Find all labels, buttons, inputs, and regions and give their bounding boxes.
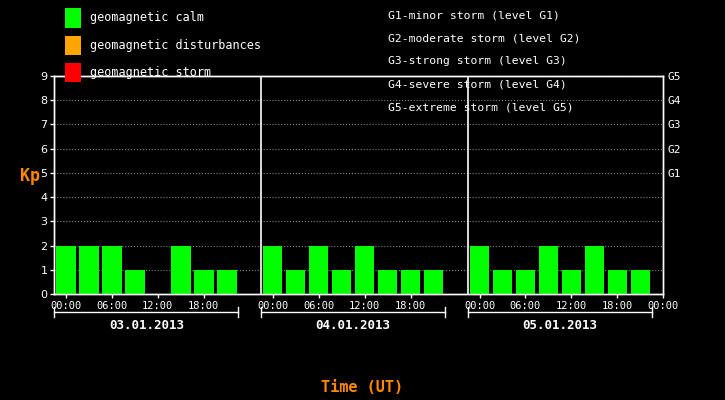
Bar bbox=[401, 270, 420, 294]
Text: geomagnetic disturbances: geomagnetic disturbances bbox=[90, 39, 261, 52]
Bar bbox=[79, 246, 99, 294]
Text: 03.01.2013: 03.01.2013 bbox=[109, 319, 184, 332]
Bar bbox=[378, 270, 397, 294]
Text: geomagnetic storm: geomagnetic storm bbox=[90, 66, 211, 79]
Y-axis label: Kp: Kp bbox=[20, 167, 40, 185]
Bar bbox=[470, 246, 489, 294]
Bar bbox=[493, 270, 513, 294]
Bar bbox=[424, 270, 443, 294]
Text: geomagnetic calm: geomagnetic calm bbox=[90, 12, 204, 24]
Bar bbox=[355, 246, 374, 294]
Text: Time (UT): Time (UT) bbox=[321, 380, 404, 395]
Text: G1-minor storm (level G1): G1-minor storm (level G1) bbox=[388, 10, 560, 20]
Bar bbox=[562, 270, 581, 294]
Bar bbox=[125, 270, 144, 294]
Bar bbox=[332, 270, 352, 294]
Text: G5-extreme storm (level G5): G5-extreme storm (level G5) bbox=[388, 103, 573, 113]
Bar bbox=[217, 270, 236, 294]
Bar bbox=[102, 246, 122, 294]
Bar bbox=[608, 270, 627, 294]
Bar bbox=[515, 270, 535, 294]
Bar bbox=[263, 246, 283, 294]
Bar bbox=[171, 246, 191, 294]
Text: G2-moderate storm (level G2): G2-moderate storm (level G2) bbox=[388, 33, 581, 43]
Text: 04.01.2013: 04.01.2013 bbox=[315, 319, 391, 332]
Bar bbox=[194, 270, 214, 294]
Bar bbox=[539, 246, 558, 294]
Bar bbox=[584, 246, 604, 294]
Bar bbox=[286, 270, 305, 294]
Bar bbox=[631, 270, 650, 294]
Text: 05.01.2013: 05.01.2013 bbox=[523, 319, 597, 332]
Text: G4-severe storm (level G4): G4-severe storm (level G4) bbox=[388, 80, 567, 90]
Text: G3-strong storm (level G3): G3-strong storm (level G3) bbox=[388, 56, 567, 66]
Bar bbox=[309, 246, 328, 294]
Bar bbox=[56, 246, 75, 294]
